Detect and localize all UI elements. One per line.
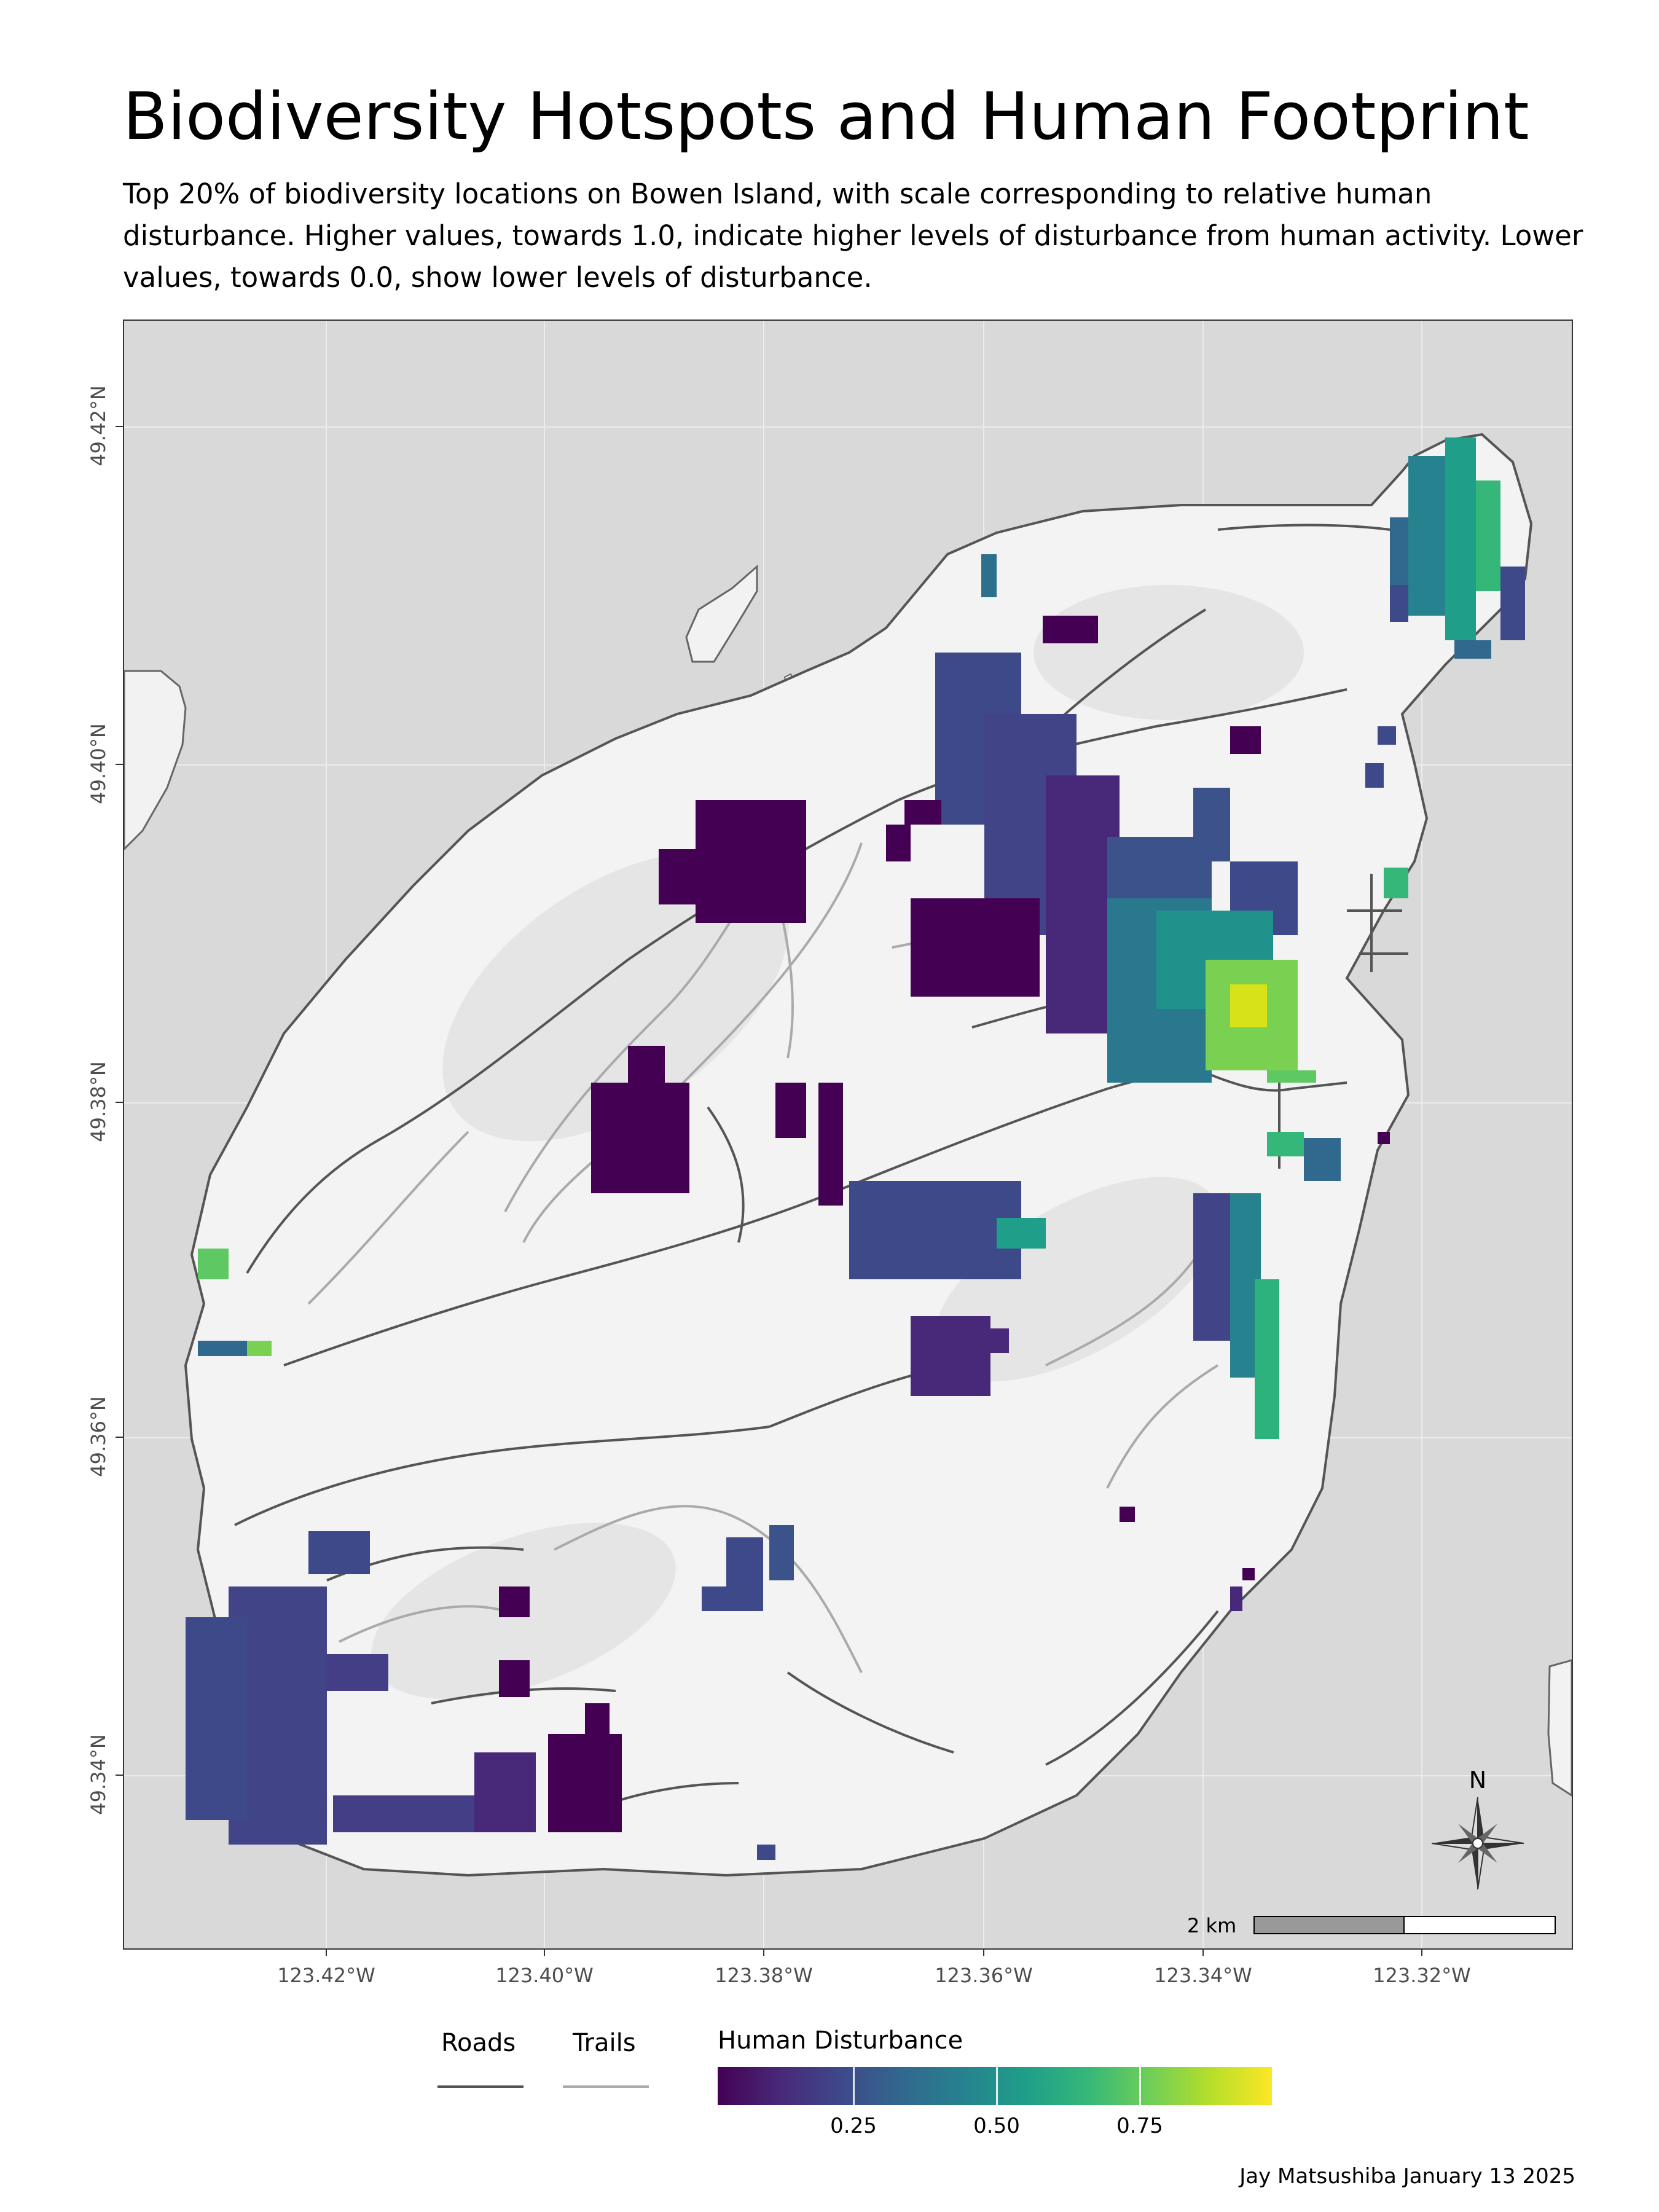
x-tick-label: 123.34°W — [1154, 1964, 1252, 1987]
x-tick-label: 123.42°W — [277, 1964, 375, 1987]
compass-north-label: N — [1469, 1767, 1486, 1794]
y-tickmark — [116, 426, 123, 427]
scale-bar-segment-dark — [1253, 1916, 1405, 1934]
colorbar-tick-label: 0.25 — [830, 2114, 877, 2138]
x-tickmark — [326, 1950, 327, 1956]
y-tickmark — [116, 1775, 123, 1776]
y-tick-label: 49.34°N — [87, 1734, 110, 1815]
scale-bar-segment-light — [1403, 1916, 1556, 1934]
x-tickmark — [544, 1950, 545, 1956]
map-title: Biodiversity Hotspots and Human Footprin… — [123, 79, 1529, 154]
y-tickmark — [116, 764, 123, 765]
x-tick-label: 123.36°W — [935, 1964, 1033, 1987]
x-tick-label: 123.38°W — [715, 1964, 813, 1987]
disturbance-colorbar — [718, 2067, 1272, 2105]
y-tickmark — [116, 1102, 123, 1103]
compass-rose-icon: N — [1431, 1763, 1524, 1901]
map-subtitle: Top 20% of biodiversity locations on Bow… — [123, 178, 1583, 294]
colorbar-tick-label: 0.50 — [973, 2114, 1020, 2138]
colorbar-tick-label: 0.75 — [1116, 2114, 1163, 2138]
colorbar-tick — [996, 2067, 998, 2105]
x-tick-label: 123.32°W — [1373, 1964, 1471, 1987]
y-tick-label: 49.40°N — [87, 723, 110, 804]
map-panel[interactable] — [123, 320, 1573, 1950]
x-tickmark — [1202, 1950, 1204, 1956]
west-shore-landmass — [124, 670, 187, 851]
y-tick-label: 49.38°N — [87, 1061, 110, 1142]
legend-trails-label: Trails — [573, 2029, 636, 2057]
y-tick-label: 49.36°N — [87, 1396, 110, 1477]
north-islet — [685, 564, 758, 663]
disturbance-raster — [186, 437, 1525, 1860]
x-tickmark — [983, 1950, 984, 1956]
legend-roads-label: Roads — [441, 2029, 516, 2057]
southeast-shore-landmass — [1547, 1659, 1572, 1797]
legend-trails-swatch — [563, 2085, 649, 2088]
x-tickmark — [763, 1950, 764, 1956]
y-tickmark — [116, 1437, 123, 1438]
colorbar-tick — [1139, 2067, 1141, 2105]
terrain-shading — [371, 585, 1304, 1700]
author-caption: Jay Matsushiba January 13 2025 — [1239, 2164, 1575, 2189]
legend-disturbance-title: Human Disturbance — [718, 2026, 963, 2055]
x-tickmark — [1421, 1950, 1422, 1956]
map-canvas — [124, 321, 1572, 1948]
legend-roads-swatch — [437, 2085, 524, 2088]
y-tick-label: 49.42°N — [87, 385, 110, 466]
scale-bar-label: 2 km — [1187, 1914, 1237, 1937]
x-tick-label: 123.40°W — [495, 1964, 594, 1987]
colorbar-tick — [853, 2067, 855, 2105]
